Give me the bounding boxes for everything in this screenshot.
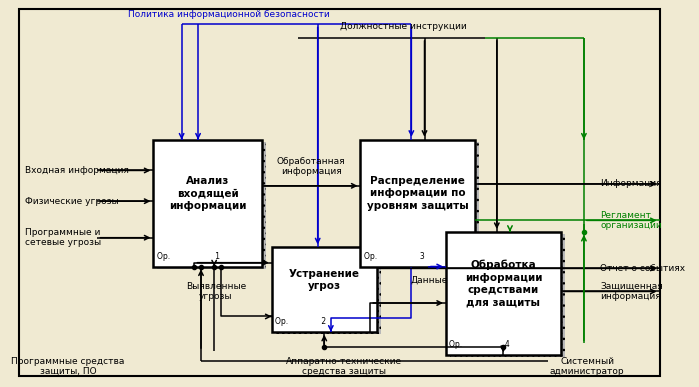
Text: Должностные инструкции: Должностные инструкции bbox=[340, 22, 466, 31]
Bar bbox=[275, 250, 381, 334]
Text: Информация: Информация bbox=[600, 180, 662, 188]
Text: Обработанная
информация: Обработанная информация bbox=[277, 157, 345, 176]
Bar bbox=[450, 234, 565, 357]
Text: Устранение
угроз: Устранение угроз bbox=[289, 269, 360, 291]
Text: Данные: Данные bbox=[411, 276, 448, 284]
Text: Физические угрозы: Физические угрозы bbox=[25, 197, 119, 205]
Text: Системный
администратор: Системный администратор bbox=[550, 357, 624, 376]
Text: Входная информация: Входная информация bbox=[25, 166, 129, 175]
Text: Ор.              2: Ор. 2 bbox=[275, 317, 326, 326]
Bar bbox=[364, 142, 480, 269]
Bar bbox=[361, 140, 475, 267]
Text: Аппаратно-технические
средства защиты: Аппаратно-технические средства защиты bbox=[286, 357, 402, 376]
Bar bbox=[446, 232, 561, 355]
Text: Обработка
информации
средствами
для защиты: Обработка информации средствами для защи… bbox=[465, 260, 542, 308]
Text: Политика информационной безопасности: Политика информационной безопасности bbox=[128, 10, 330, 19]
Text: Программные и
сетевые угрозы: Программные и сетевые угрозы bbox=[25, 228, 101, 247]
Bar bbox=[153, 140, 262, 267]
Text: Распределение
информации по
уровням защиты: Распределение информации по уровням защи… bbox=[367, 176, 469, 211]
Text: Ор.                  4: Ор. 4 bbox=[449, 340, 510, 349]
Bar bbox=[157, 142, 266, 269]
Text: Программные средства
защиты, ПО: Программные средства защиты, ПО bbox=[11, 357, 124, 376]
Text: Защищенная
информация: Защищенная информация bbox=[600, 282, 663, 301]
Bar bbox=[272, 247, 377, 332]
Text: Выявленные
угрозы: Выявленные угрозы bbox=[186, 282, 246, 301]
Text: Ор.                  3: Ор. 3 bbox=[363, 252, 424, 261]
Text: Отчет о событиях: Отчет о событиях bbox=[600, 264, 686, 273]
Text: Ор.                   1: Ор. 1 bbox=[157, 252, 219, 261]
Text: Анализ
входящей
информации: Анализ входящей информации bbox=[169, 176, 246, 211]
Text: Регламент
организации: Регламент организации bbox=[600, 211, 662, 230]
